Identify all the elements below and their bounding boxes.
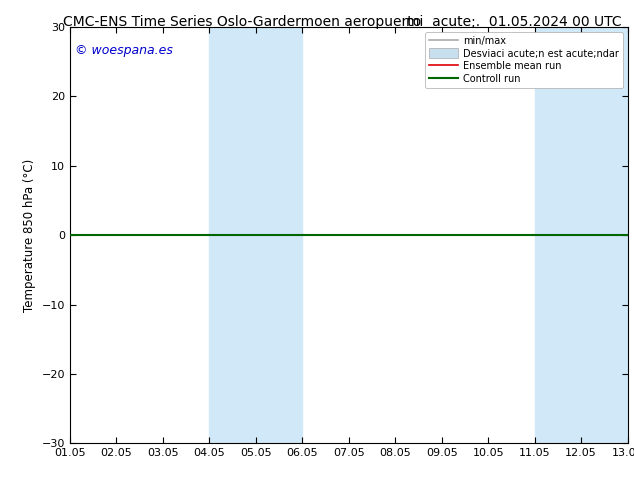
Text: mi  acute;.  01.05.2024 00 UTC: mi acute;. 01.05.2024 00 UTC: [406, 15, 621, 29]
Text: CMC-ENS Time Series Oslo-Gardermoen aeropuerto: CMC-ENS Time Series Oslo-Gardermoen aero…: [63, 15, 422, 29]
Y-axis label: Temperature 850 hPa (°C): Temperature 850 hPa (°C): [23, 159, 36, 312]
Bar: [534, 27, 628, 443]
Legend: min/max, Desviaci acute;n est acute;ndar, Ensemble mean run, Controll run: min/max, Desviaci acute;n est acute;ndar…: [425, 32, 623, 88]
Bar: [209, 27, 302, 443]
Text: © woespana.es: © woespana.es: [75, 44, 173, 57]
